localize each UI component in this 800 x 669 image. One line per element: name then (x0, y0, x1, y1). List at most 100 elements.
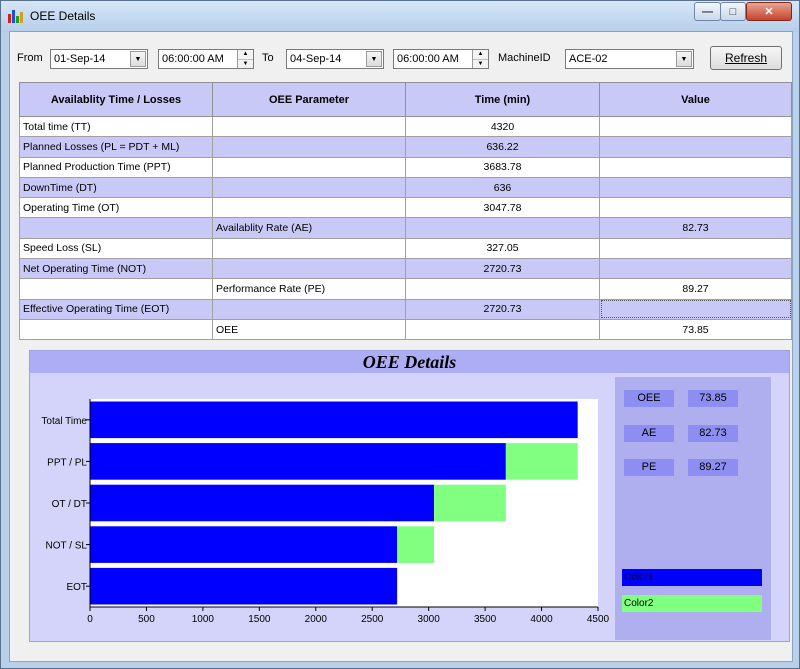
table-cell[interactable]: Planned Losses (PL = PDT + ML) (19, 136, 213, 158)
table-cell[interactable] (212, 197, 406, 219)
spin-up-icon[interactable]: ▲ (473, 50, 488, 59)
from-label: From (17, 52, 43, 64)
table-row[interactable]: Total time (TT) 4320 (19, 115, 792, 138)
maximize-button[interactable]: □ (720, 2, 746, 21)
table-cell[interactable] (212, 298, 406, 320)
to-date-value: 04-Sep-14 (290, 53, 342, 65)
table-cell[interactable]: 82.73 (599, 217, 792, 239)
table-row[interactable]: Availablity Rate (AE) 82.73 (19, 217, 792, 239)
machine-id-label: MachineID (498, 52, 551, 64)
machine-id-select[interactable]: ACE-02 ▼ (565, 49, 694, 69)
table-cell[interactable] (212, 136, 406, 158)
table-cell[interactable]: Effective Operating Time (EOT) (19, 298, 213, 320)
from-time-spinner[interactable]: ▲ ▼ (237, 50, 253, 68)
table-row[interactable]: Speed Loss (SL) 327.05 (19, 237, 792, 260)
table-cell[interactable] (599, 156, 792, 178)
column-header[interactable]: Time (min) (405, 82, 600, 117)
from-date-picker[interactable]: 01-Sep-14 ▼ (50, 49, 148, 69)
table-row[interactable]: Operating Time (OT) 3047.78 (19, 197, 792, 219)
title-bar: OEE Details — □ ✕ (1, 1, 799, 31)
oee-metric-label: OEE (624, 390, 674, 407)
table-cell[interactable] (599, 197, 792, 219)
table-cell[interactable]: Total time (TT) (19, 115, 213, 138)
ae-metric-value: 82.73 (688, 425, 738, 442)
table-cell[interactable]: Performance Rate (PE) (212, 278, 406, 300)
table-cell[interactable]: Operating Time (OT) (19, 197, 213, 219)
table-cell[interactable] (19, 318, 213, 341)
table-cell[interactable] (212, 156, 406, 178)
table-cell[interactable] (212, 176, 406, 199)
table-cell[interactable]: 2720.73 (405, 258, 600, 280)
table-row[interactable]: Net Operating Time (NOT) 2720.73 (19, 258, 792, 280)
table-row[interactable]: Effective Operating Time (EOT) 2720.73 (19, 298, 792, 320)
table-cell[interactable]: Availablity Rate (AE) (212, 217, 406, 239)
table-cell[interactable]: Net Operating Time (NOT) (19, 258, 213, 280)
close-button[interactable]: ✕ (746, 2, 792, 21)
table-cell[interactable] (599, 176, 792, 199)
pe-metric-label: PE (624, 459, 674, 476)
to-time-picker[interactable]: 06:00:00 AM ▲ ▼ (393, 49, 489, 69)
chevron-down-icon[interactable]: ▼ (366, 51, 382, 67)
table-cell[interactable]: 2720.73 (405, 298, 600, 320)
table-cell[interactable] (405, 278, 600, 300)
table-cell[interactable] (212, 115, 406, 138)
x-tick-label: 500 (138, 614, 155, 625)
refresh-label: Refresh (724, 51, 768, 65)
chevron-down-icon[interactable]: ▼ (676, 51, 692, 67)
table-cell[interactable] (599, 136, 792, 158)
table-cell[interactable] (599, 258, 792, 280)
refresh-button[interactable]: Refresh (710, 46, 782, 70)
table-row[interactable]: Planned Production Time (PPT) 3683.78 (19, 156, 792, 178)
table-cell[interactable]: 4320 (405, 115, 600, 138)
x-tick-label: 1000 (192, 614, 215, 625)
chevron-down-icon[interactable]: ▼ (130, 51, 146, 67)
x-tick-label: 3500 (474, 614, 497, 625)
table-cell[interactable]: DownTime (DT) (19, 176, 213, 199)
category-label: NOT / SL (46, 541, 88, 552)
table-row[interactable]: Planned Losses (PL = PDT + ML) 636.22 (19, 136, 792, 158)
table-cell[interactable]: Planned Production Time (PPT) (19, 156, 213, 178)
table-cell[interactable] (19, 217, 213, 239)
spin-down-icon[interactable]: ▼ (238, 59, 253, 68)
category-label: Total Time (41, 416, 87, 427)
to-time-spinner[interactable]: ▲ ▼ (472, 50, 488, 68)
table-row[interactable]: OEE 73.85 (19, 318, 792, 341)
bar-color2 (397, 526, 435, 563)
table-cell[interactable] (405, 217, 600, 239)
table-cell[interactable]: 73.85 (599, 318, 792, 341)
table-cell-selected[interactable] (599, 298, 792, 320)
spin-down-icon[interactable]: ▼ (473, 59, 488, 68)
oee-table: Availablity Time / Losses OEE Parameter … (19, 82, 792, 341)
minimize-button[interactable]: — (694, 2, 721, 21)
table-cell[interactable]: Speed Loss (SL) (19, 237, 213, 260)
bar-color1 (90, 484, 435, 522)
table-cell[interactable]: 636 (405, 176, 600, 199)
table-row[interactable]: DownTime (DT) 636 (19, 176, 792, 199)
table-cell[interactable] (212, 237, 406, 260)
category-label: OT / DT (52, 499, 87, 510)
table-cell[interactable]: 327.05 (405, 237, 600, 260)
oee-metric-value: 73.85 (688, 390, 738, 407)
column-header[interactable]: Value (599, 82, 792, 117)
table-cell[interactable]: 3047.78 (405, 197, 600, 219)
table-cell[interactable] (599, 237, 792, 260)
column-header[interactable]: Availablity Time / Losses (19, 82, 213, 117)
table-cell[interactable] (212, 258, 406, 280)
to-date-picker[interactable]: 04-Sep-14 ▼ (286, 49, 384, 69)
table-cell[interactable]: 3683.78 (405, 156, 600, 178)
table-row[interactable]: Performance Rate (PE) 89.27 (19, 278, 792, 300)
table-cell[interactable] (19, 278, 213, 300)
table-cell[interactable] (405, 318, 600, 341)
table-cell[interactable] (599, 115, 792, 138)
table-cell[interactable]: 636.22 (405, 136, 600, 158)
column-header[interactable]: OEE Parameter (212, 82, 406, 117)
table-cell[interactable]: OEE (212, 318, 406, 341)
chart-panel-title: OEE Details (30, 351, 789, 373)
to-label: To (262, 52, 274, 64)
table-cell[interactable]: 89.27 (599, 278, 792, 300)
from-time-picker[interactable]: 06:00:00 AM ▲ ▼ (158, 49, 254, 69)
x-tick-label: 4500 (587, 614, 610, 625)
legend-color1: Color1 (622, 569, 762, 586)
spin-up-icon[interactable]: ▲ (238, 50, 253, 59)
x-tick-label: 0 (87, 614, 93, 625)
